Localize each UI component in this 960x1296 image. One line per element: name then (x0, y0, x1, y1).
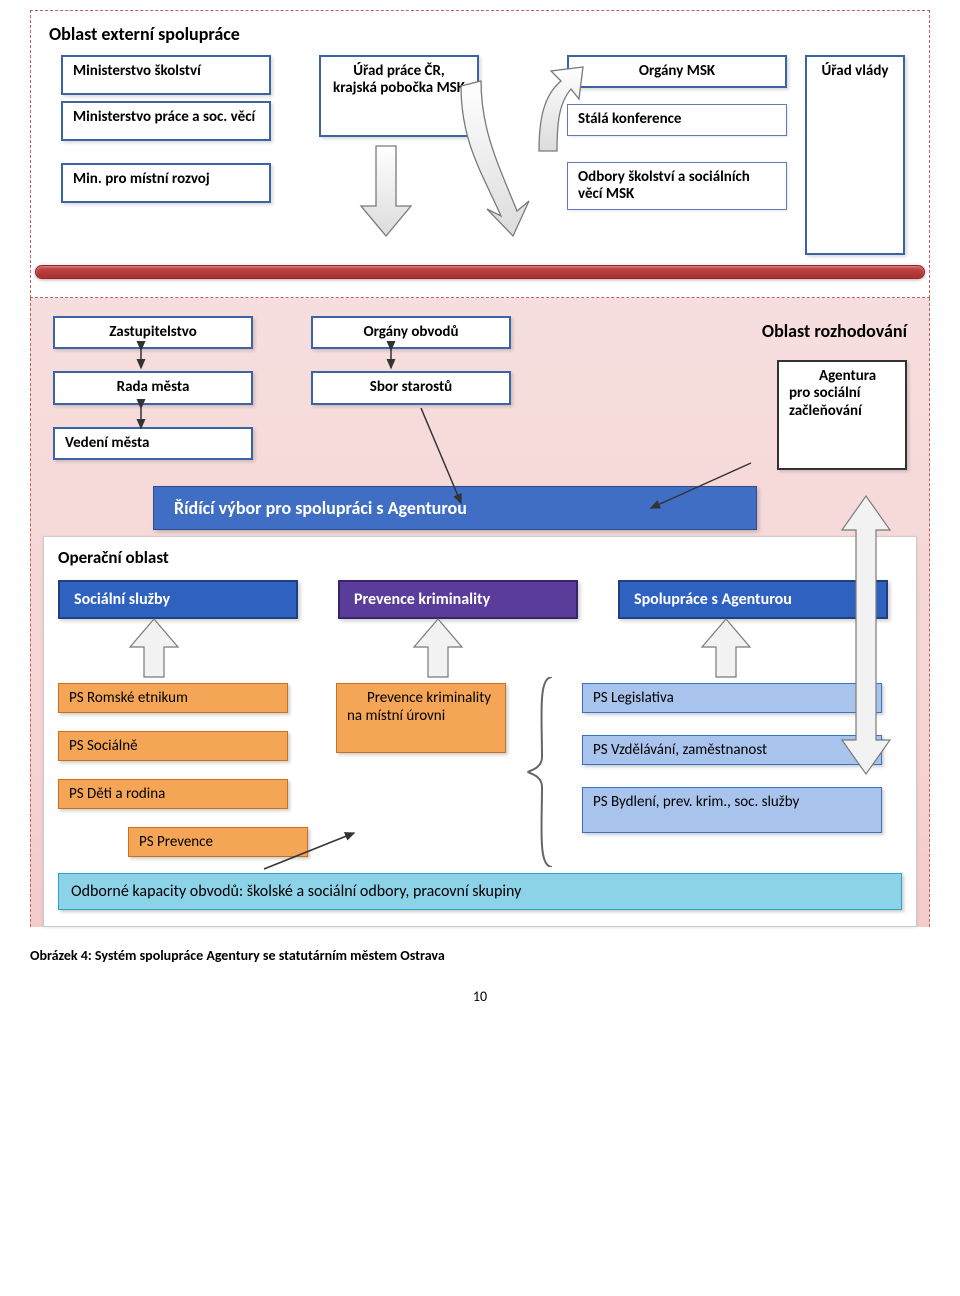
ps-deti-rodina: PS Děti a rodina (58, 779, 288, 809)
decision-area: Zastupitelstvo Rada města Vedení města O… (30, 298, 930, 927)
ps-prevence: PS Prevence (128, 827, 308, 857)
operational-area: Operační oblast Sociální služby Prevence… (43, 536, 917, 927)
box-organy-msk: Orgány MSK (567, 55, 787, 88)
domain-spoluprace: Spolupráce s Agenturou (618, 580, 888, 619)
box-sbor-starostu: Sbor starostů (311, 371, 511, 404)
cyan-capacity-bar: Odborné kapacity obvodů: školské a sociá… (58, 873, 902, 910)
domain-socialni-sluzby: Sociální služby (58, 580, 298, 619)
ps-socialne: PS Sociálně (58, 731, 288, 761)
figure-caption: Obrázek 4: Systém spolupráce Agentury se… (30, 947, 930, 964)
box-min-skolstvi: Ministerstvo školství (61, 55, 271, 95)
section-title-external: Oblast externí spolupráce (49, 23, 911, 45)
box-min-rozvoj: Min. pro místní rozvoj (61, 163, 271, 203)
box-agentura: Agentura pro sociální začleňování (777, 360, 907, 470)
box-urad-vlady: Úřad vlády (805, 55, 905, 255)
box-urad-prace: Úřad práce ČR, krajská pobočka MSK (319, 55, 479, 137)
ps-prevence-mistni: Prevence kriminality na místní úrovni (336, 683, 506, 753)
external-area: Oblast externí spolupráce Ministerstvo š… (30, 10, 930, 298)
ps-romske-etnikum: PS Romské etnikum (58, 683, 288, 713)
box-rada-mesta: Rada města (53, 371, 253, 404)
box-min-prace: Ministerstvo práce a soc. věcí (61, 101, 271, 141)
diagram-page: Oblast externí spolupráce Ministerstvo š… (0, 0, 960, 1025)
box-organy-obvodu: Orgány obvodů (311, 316, 511, 349)
page-number: 10 (30, 988, 930, 1005)
section-title-decision: Oblast rozhodování (537, 320, 907, 342)
section-title-operational: Operační oblast (58, 547, 902, 568)
ps-vzdelavani: PS Vzdělávání, zaměstnanost (582, 735, 882, 765)
box-stala-konference: Stálá konference (567, 104, 787, 135)
box-zastupitelstvo: Zastupitelstvo (53, 316, 253, 349)
arrows-domains (44, 607, 904, 687)
box-odbory-msk: Odbory školství a sociálních věcí MSK (567, 162, 787, 211)
brace-icon (524, 677, 564, 867)
red-divider (35, 265, 925, 279)
domain-prevence: Prevence kriminality (338, 580, 578, 619)
steering-bar: Řídící výbor pro spolupráci s Agenturou (153, 486, 757, 530)
box-vedeni-mesta: Vedení města (53, 427, 253, 460)
ps-bydleni: PS Bydlení, prev. krim., soc. služby (582, 787, 882, 833)
ps-legislativa: PS Legislativa (582, 683, 882, 713)
